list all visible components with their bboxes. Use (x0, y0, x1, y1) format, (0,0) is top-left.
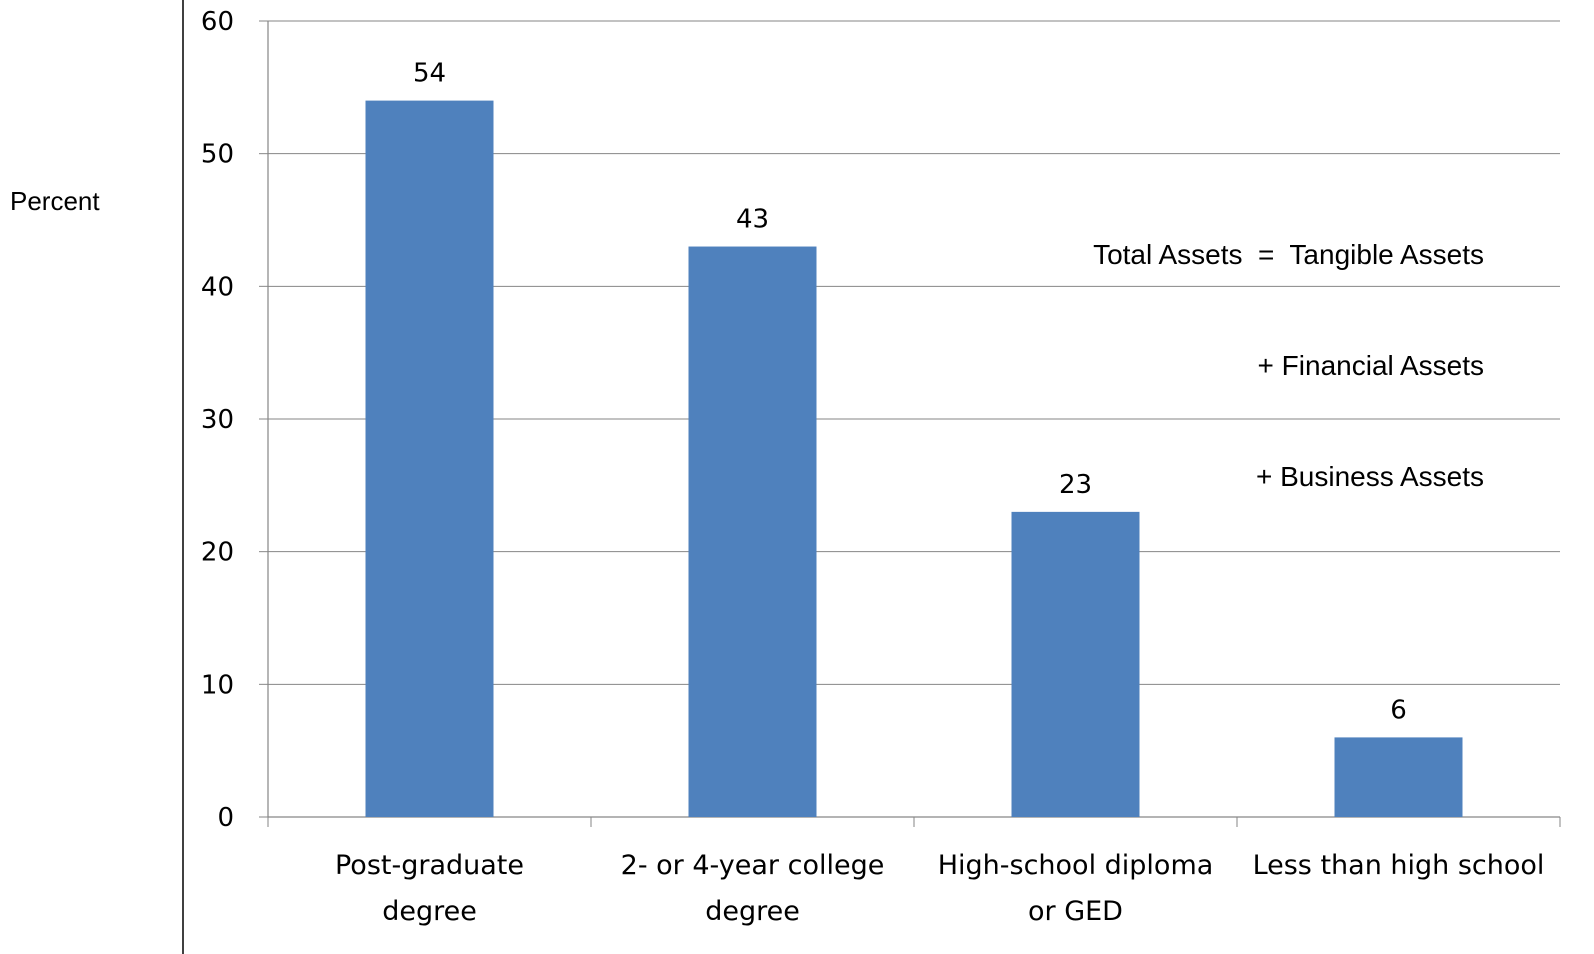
x-tick-label: High-school diploma (938, 850, 1214, 881)
formula-annotation: Total Assets = Tangible Assets + Financi… (1093, 162, 1484, 569)
y-axis-label: Percent (10, 186, 100, 216)
y-tick-label: 10 (201, 670, 234, 700)
data-label: 54 (413, 59, 446, 89)
data-label: 23 (1059, 470, 1092, 500)
x-tick-label: or GED (1028, 896, 1123, 927)
y-tick-label: 30 (201, 405, 234, 435)
y-tick-label: 40 (201, 272, 234, 302)
x-tick-label: Less than high school (1253, 850, 1545, 881)
y-tick-label: 50 (201, 140, 234, 170)
annotation-line: Total Assets = Tangible Assets (1093, 239, 1484, 270)
x-tick-label: Post-graduate (335, 850, 524, 881)
bar (1011, 511, 1140, 817)
bar (688, 246, 817, 818)
data-label: 43 (736, 205, 769, 235)
x-tick-label: degree (382, 896, 477, 927)
bar (365, 100, 494, 818)
data-label: 6 (1390, 695, 1407, 725)
y-tick-label: 20 (201, 538, 234, 568)
bar (1334, 737, 1463, 817)
annotation-line: + Financial Assets (1257, 350, 1484, 381)
x-tick-label: 2- or 4-year college (621, 850, 885, 881)
x-tick-label: degree (705, 896, 800, 927)
annotation-line: + Business Assets (1255, 461, 1484, 492)
y-tick-label: 0 (217, 803, 234, 833)
y-tick-label: 60 (201, 7, 234, 37)
